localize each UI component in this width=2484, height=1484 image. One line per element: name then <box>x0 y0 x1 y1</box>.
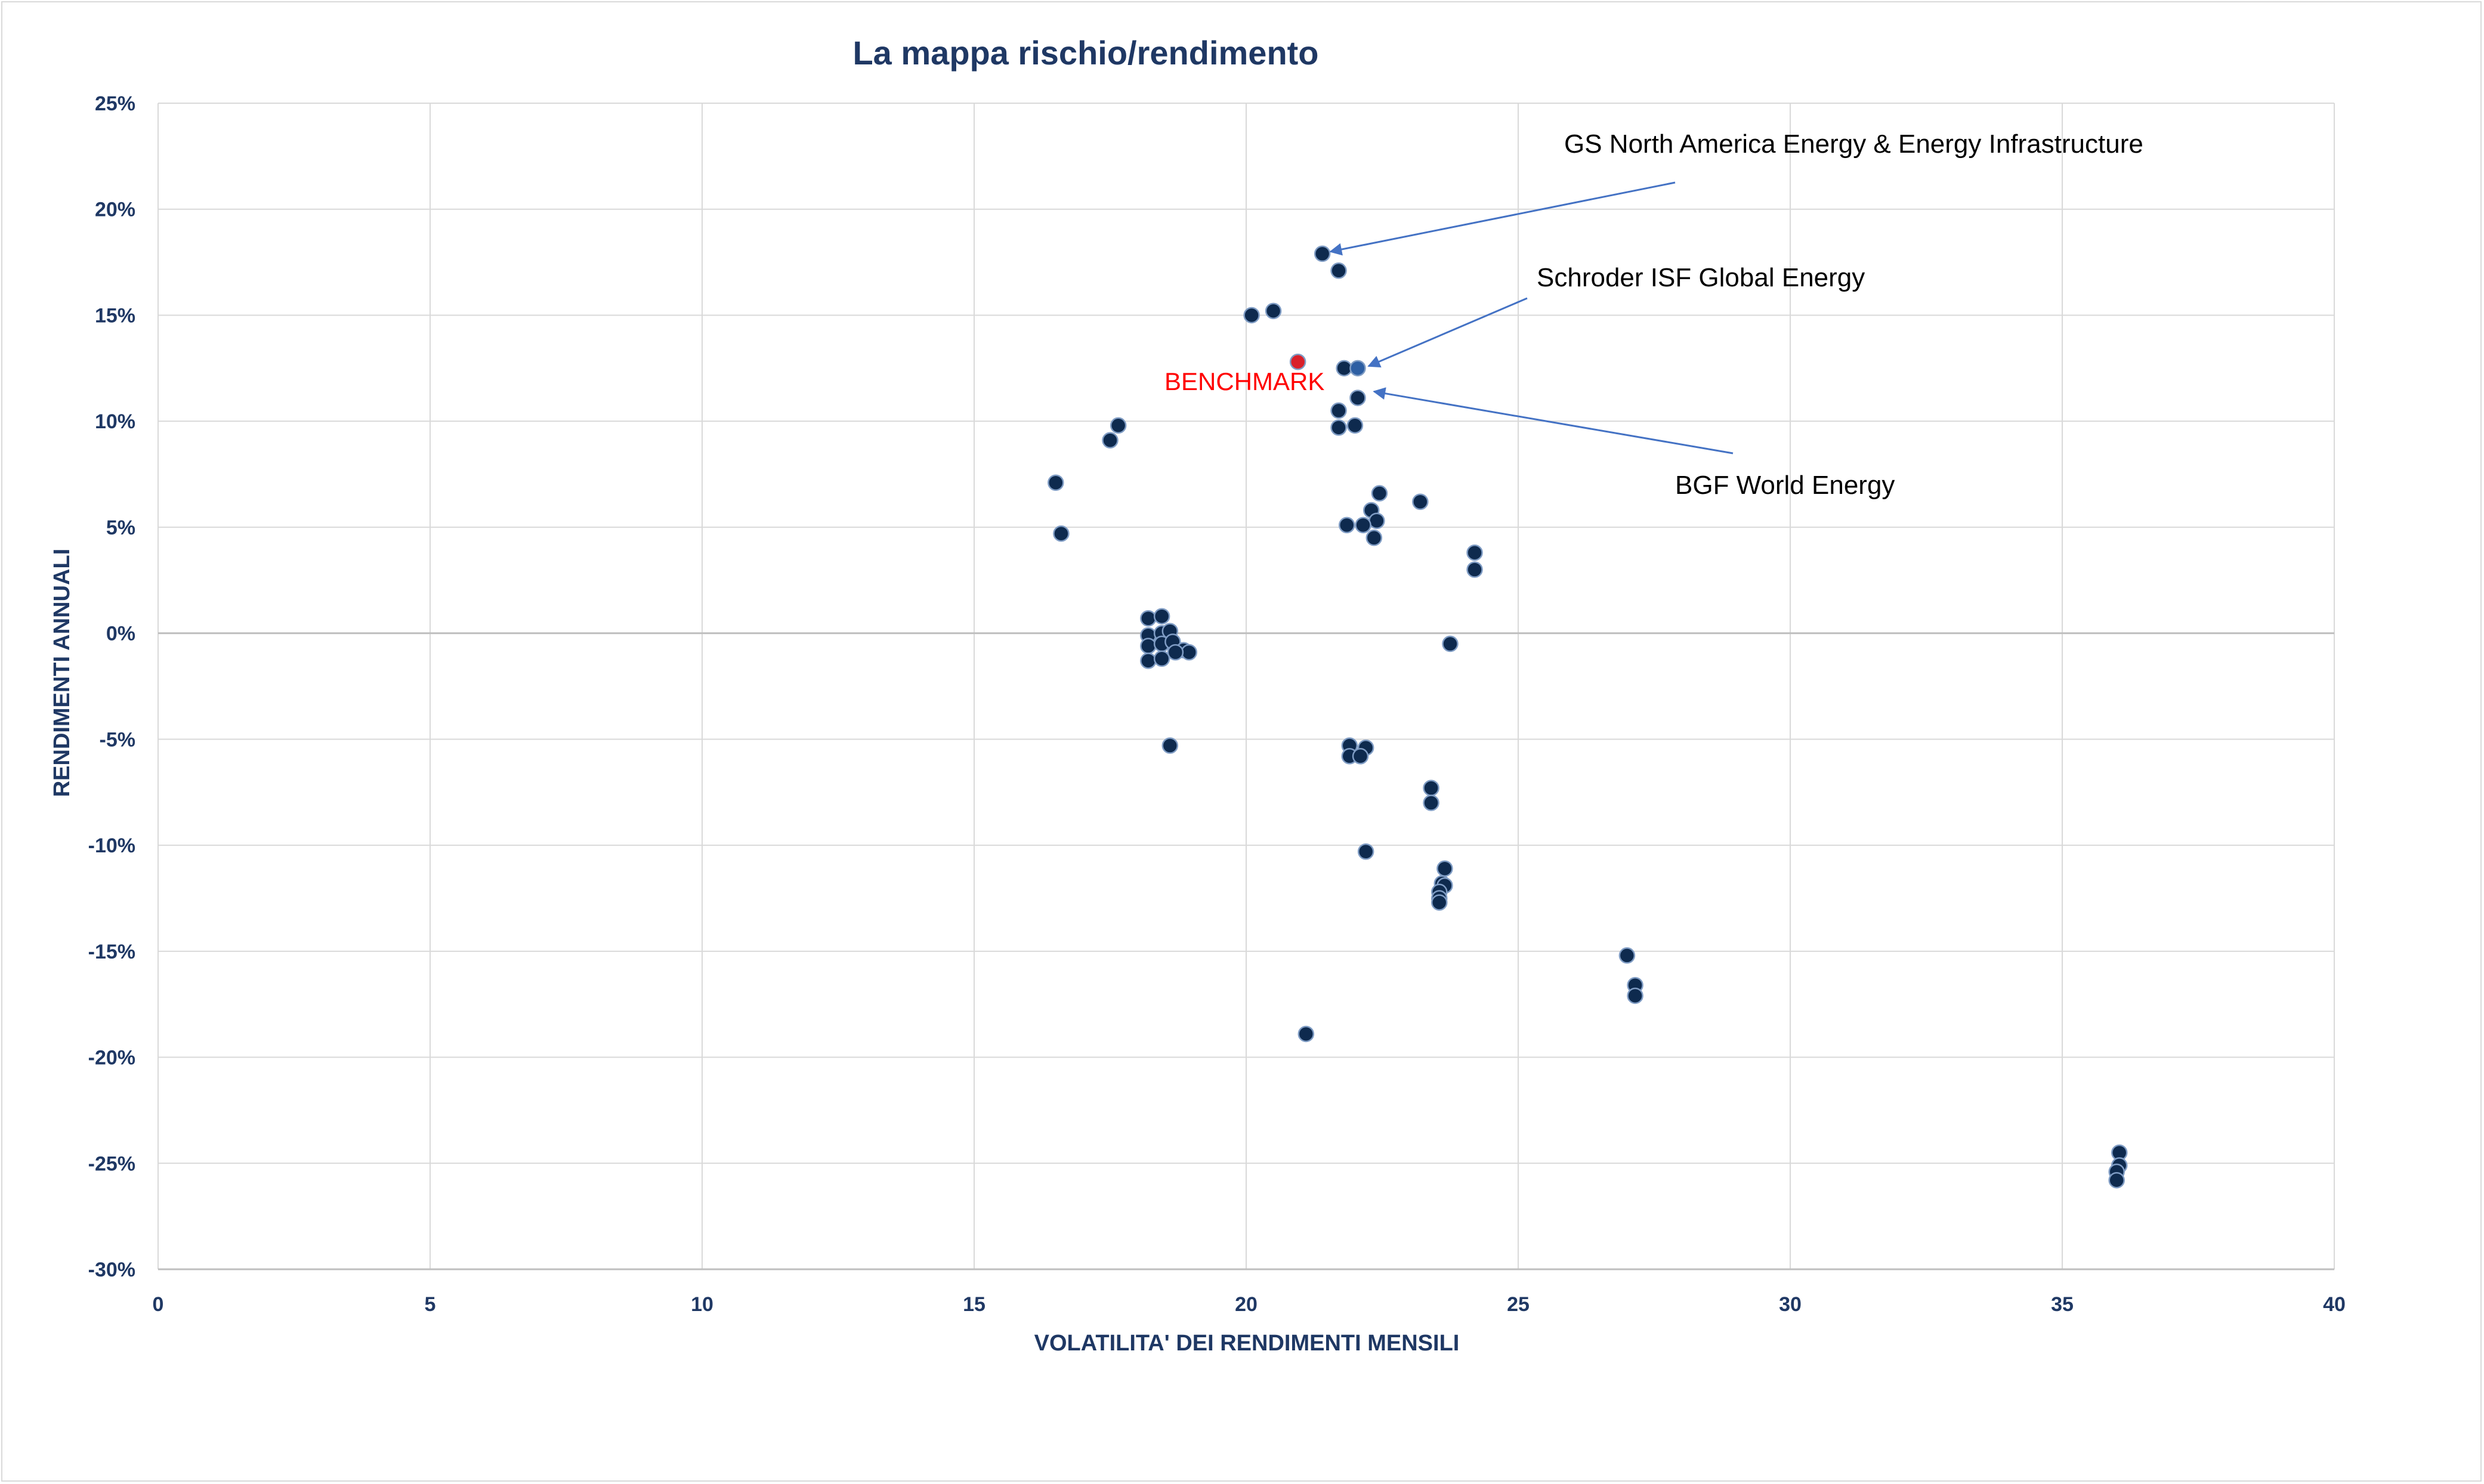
y-tick-label: 20% <box>95 199 135 221</box>
data-point <box>1355 517 1371 534</box>
x-tick-label: 20 <box>1235 1293 1258 1316</box>
y-axis-tick-labels: 25% 20% 15% 10% 5% 0% -5% -10% -15% -20% -25% -30% <box>88 92 135 1281</box>
data-point <box>1338 517 1355 534</box>
data-point <box>1140 638 1157 654</box>
data-point <box>1153 650 1170 667</box>
data-point <box>1330 419 1347 436</box>
data-point <box>1412 493 1429 511</box>
annotation-schroder-isf: Schroder ISF Global Energy <box>1537 263 1865 292</box>
data-point <box>1314 245 1331 262</box>
x-axis-title: VOLATILITA' DEI RENDIMENTI MENSILI <box>1034 1331 1460 1356</box>
data-point <box>2108 1171 2125 1189</box>
data-point <box>1371 485 1388 502</box>
data-point <box>1330 402 1347 419</box>
y-tick-label: -10% <box>88 834 135 857</box>
data-point <box>1431 894 1448 911</box>
data-point <box>1140 610 1157 627</box>
data-point <box>1297 1025 1315 1043</box>
x-tick-label: 10 <box>691 1293 713 1316</box>
x-tick-label: 0 <box>153 1293 164 1316</box>
y-tick-label: -20% <box>88 1047 135 1069</box>
y-tick-label: 10% <box>95 410 135 433</box>
data-point <box>1140 653 1157 669</box>
y-tick-label: 0% <box>106 623 135 645</box>
y-tick-label: -5% <box>100 728 135 751</box>
grid-lines <box>157 103 2335 1270</box>
y-tick-label: -15% <box>88 941 135 963</box>
data-point <box>1423 794 1439 811</box>
y-tick-label: -25% <box>88 1152 135 1175</box>
y-tick-label: 25% <box>95 92 135 115</box>
x-tick-label: 30 <box>1779 1293 1802 1316</box>
data-point <box>1346 417 1364 434</box>
data-point <box>1436 860 1453 877</box>
data-point <box>1181 644 1197 661</box>
annotation-arrow <box>1367 297 1528 367</box>
data-point <box>1349 389 1366 406</box>
y-tick-label: -30% <box>88 1259 135 1281</box>
data-point <box>1265 302 1282 320</box>
data-point <box>1365 529 1383 546</box>
data-point <box>1442 635 1459 653</box>
x-tick-label: 5 <box>425 1293 436 1316</box>
y-axis-title: RENDIMENTI ANNUALI <box>50 549 75 797</box>
benchmark-label: BENCHMARK <box>1164 367 1324 395</box>
data-point <box>1102 432 1119 449</box>
annotations: GS North America Energy & Energy Infrast… <box>1164 129 2143 500</box>
data-point <box>1330 262 1347 279</box>
data-point <box>1368 512 1385 529</box>
data-point <box>1423 780 1439 796</box>
data-point <box>1618 947 1636 964</box>
x-tick-label: 25 <box>1507 1293 1530 1316</box>
x-tick-label: 35 <box>2051 1293 2074 1316</box>
data-point <box>1336 360 1352 377</box>
data-point <box>1466 544 1483 561</box>
annotation-gs-north-america: GS North America Energy & Energy Infrast… <box>1564 129 2143 159</box>
annotation-arrow <box>1329 181 1676 256</box>
y-tick-label: 15% <box>95 304 135 327</box>
x-axis-tick-labels: 0 5 10 15 20 25 30 35 40 <box>153 1293 2346 1316</box>
data-point <box>1627 987 1643 1004</box>
annotation-bgf-world-energy: BGF World Energy <box>1675 471 1895 500</box>
data-point <box>1110 417 1127 434</box>
chart-title: La mappa rischio/rendimento <box>852 34 1318 72</box>
data-point <box>1352 748 1369 765</box>
x-tick-label: 40 <box>2323 1293 2346 1316</box>
annotation-arrows <box>1329 181 1734 455</box>
data-point <box>1053 525 1070 542</box>
annotation-arrow <box>1373 387 1734 455</box>
x-tick-label: 15 <box>963 1293 985 1316</box>
data-point <box>1357 843 1374 860</box>
data-point <box>1167 644 1184 661</box>
data-points <box>1048 245 2128 1189</box>
data-point <box>1161 737 1179 754</box>
y-tick-label: 5% <box>106 517 135 539</box>
benchmark-point <box>1289 353 1306 370</box>
data-point <box>1153 608 1170 624</box>
highlight-point <box>1349 360 1366 377</box>
data-point <box>1466 561 1483 578</box>
data-point <box>1048 474 1064 491</box>
data-point <box>1243 307 1260 324</box>
